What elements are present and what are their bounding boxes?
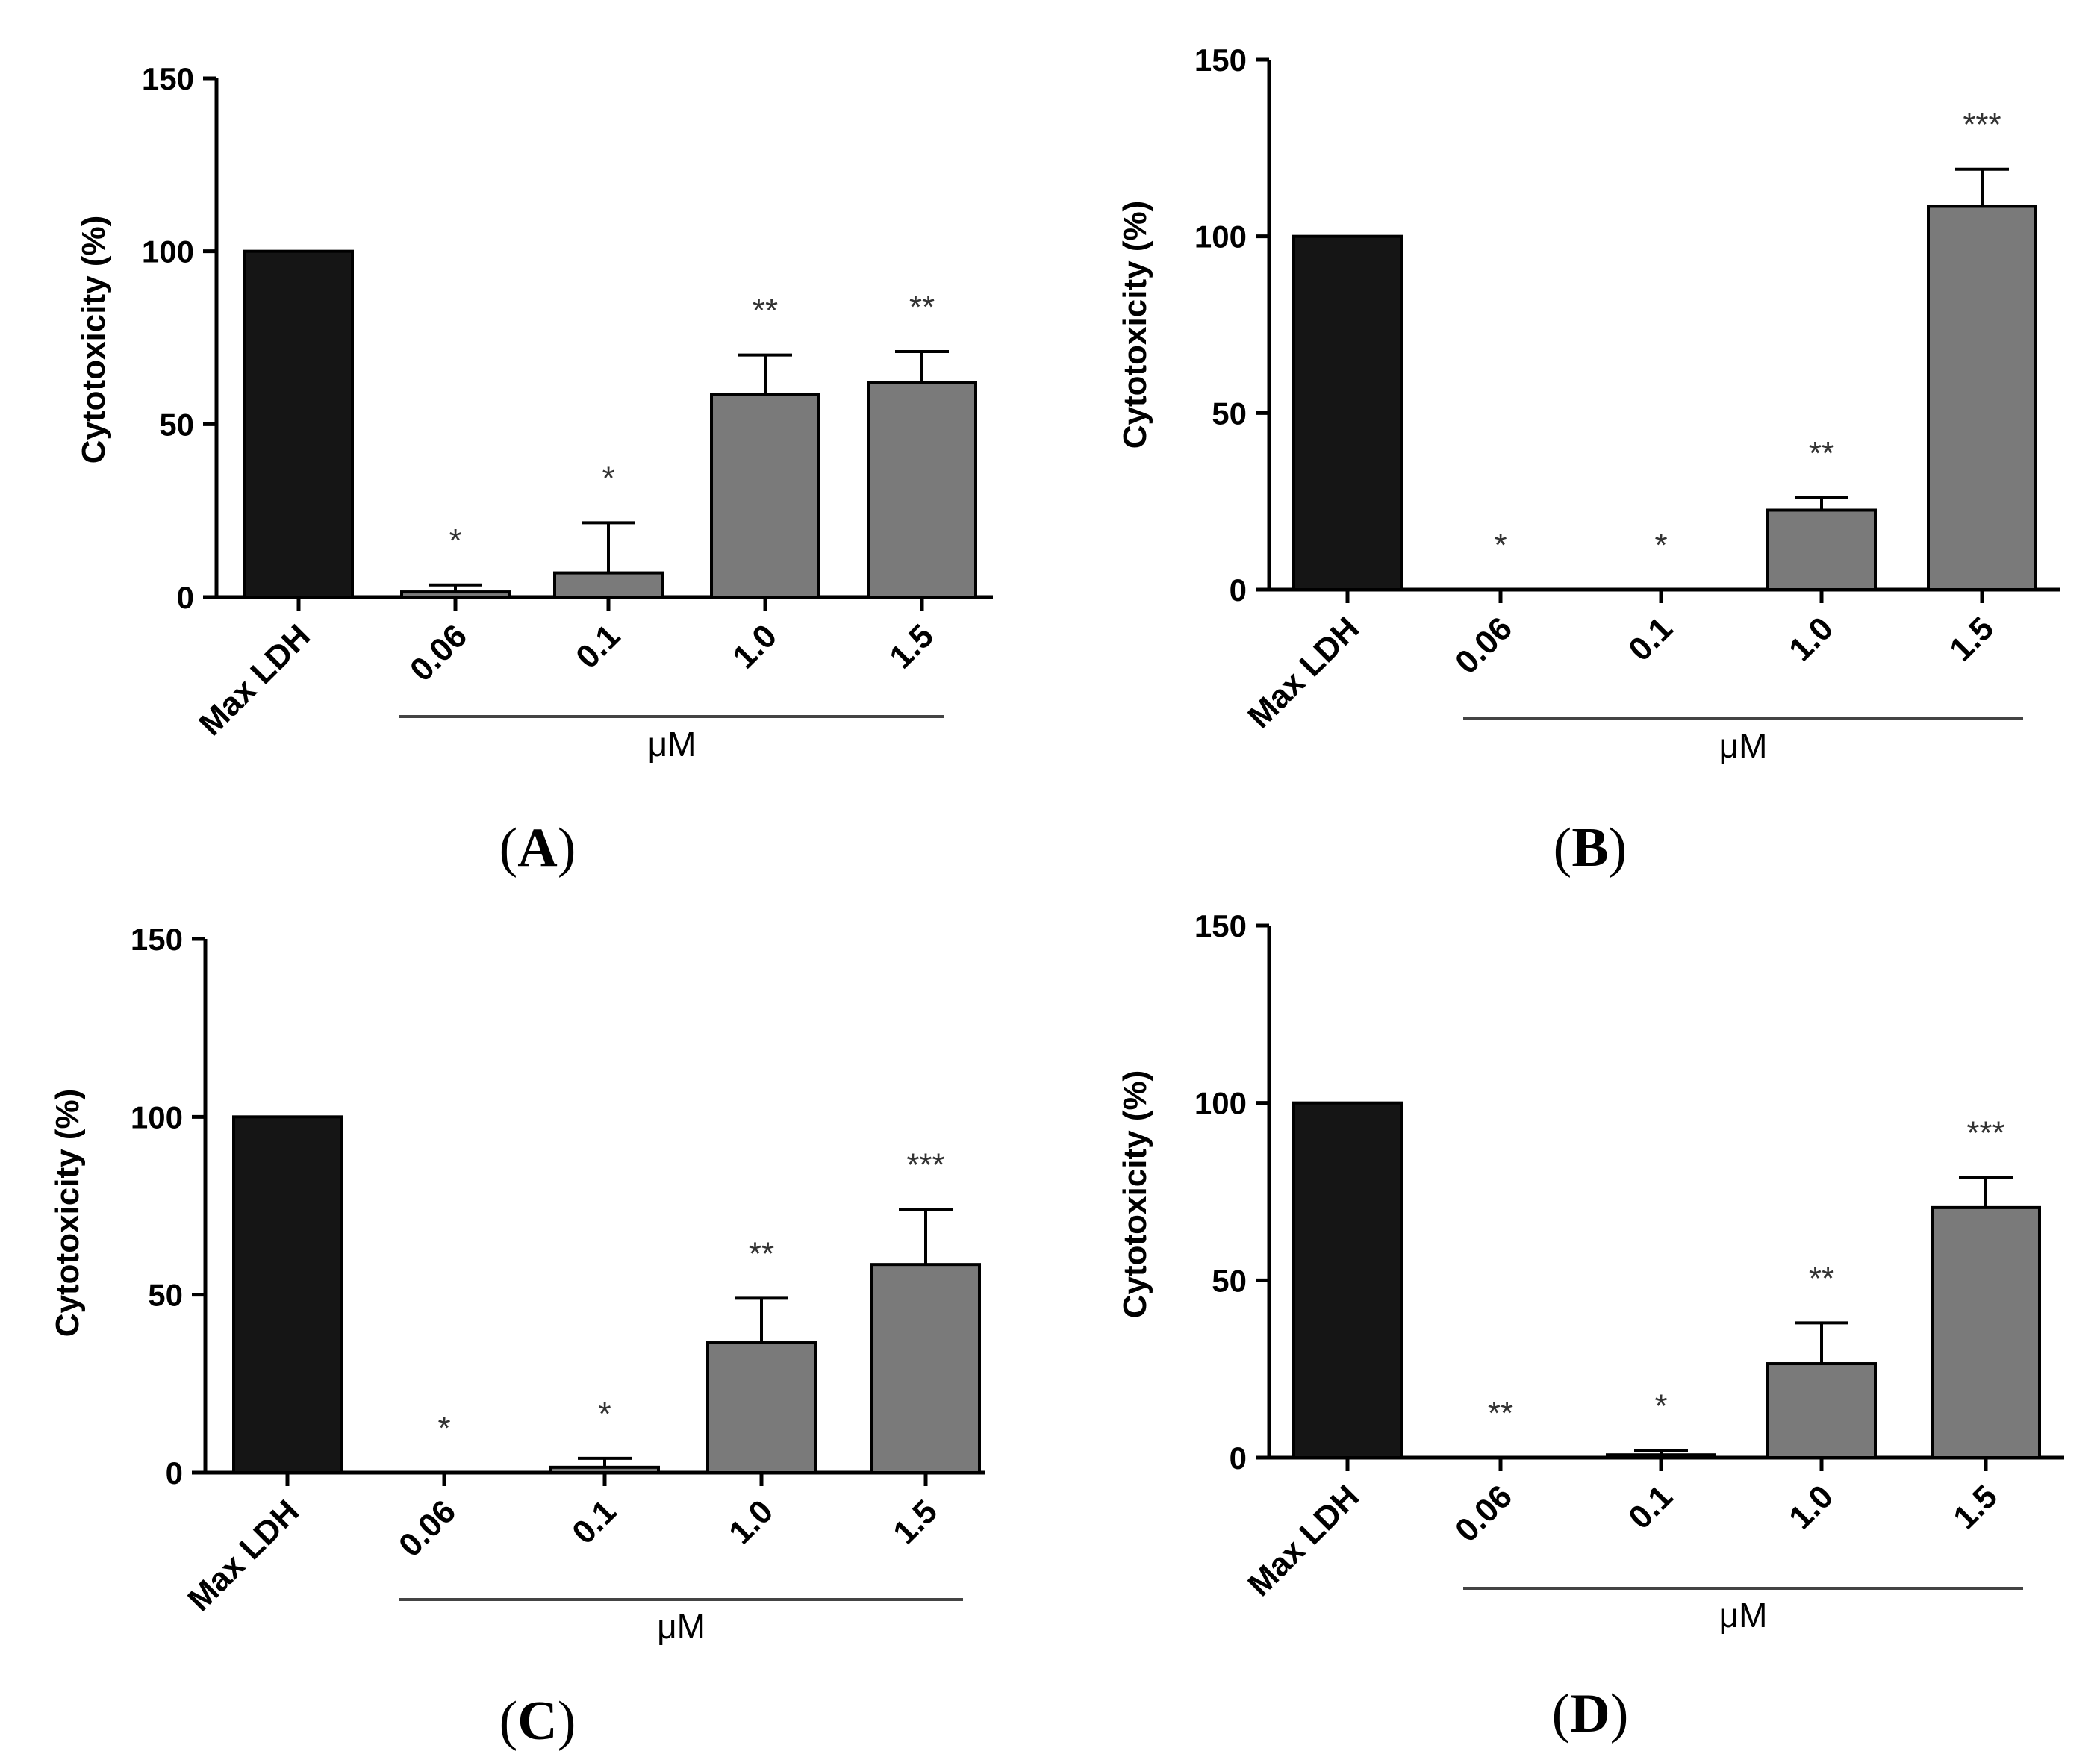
category-label: 1.5	[886, 1493, 944, 1551]
category-label: 1.5	[1946, 1478, 2004, 1536]
category-label: 0.1	[1621, 1478, 1680, 1536]
category-label: 0.06	[392, 1493, 463, 1564]
significance-mark: **	[1809, 1260, 1834, 1296]
bar-dose	[710, 393, 820, 599]
bar-max-ldh	[243, 249, 354, 599]
chart-panel-a: 0 50 100 150 Cytotoxicity (%) Max LDH 0.06 * 0.1…	[75, 61, 993, 878]
panel-label-open-paren: (	[1552, 1683, 1571, 1744]
dose-unit-label: μM	[648, 725, 697, 764]
bar-dose	[706, 1341, 817, 1475]
category-label: 0.06	[403, 617, 474, 688]
y-tick-label: 0	[1230, 572, 1247, 608]
significance-mark: **	[1809, 435, 1834, 472]
significance-mark: ***	[1966, 1114, 2004, 1151]
y-tick-label: 50	[1212, 1263, 1247, 1298]
significance-mark: *	[449, 522, 461, 559]
y-tick-label: 100	[131, 1099, 183, 1135]
category-label: 0.06	[1448, 610, 1519, 681]
bar-dose	[1606, 1453, 1716, 1460]
category-label: 1.0	[1782, 1478, 1840, 1536]
bar-dose	[1766, 508, 1877, 591]
significance-mark: **	[1488, 1395, 1513, 1432]
bar-dose	[549, 1465, 660, 1474]
panel-label-close-paren: )	[1609, 817, 1627, 878]
y-tick-label: 50	[148, 1278, 183, 1313]
chart-panel-d: 0 50 100 150 Cytotoxicity (%) Max LDH 0.06 ** 0.…	[1117, 908, 2064, 1744]
y-tick-label: 150	[1194, 43, 1247, 78]
bar-dose	[870, 1263, 981, 1475]
panel-label: (B)	[1554, 817, 1627, 878]
significance-mark: *	[1494, 527, 1507, 564]
panel-label-close-paren: )	[558, 817, 576, 878]
y-tick-label: 50	[159, 407, 194, 442]
bar-dose	[1931, 1205, 2041, 1459]
bar-max-ldh	[1292, 234, 1403, 591]
category-label: 1.0	[722, 1493, 780, 1551]
category-label: 1.5	[882, 617, 941, 675]
y-tick-label: 100	[1194, 219, 1247, 255]
significance-mark: **	[909, 289, 935, 325]
dose-unit-label: μM	[657, 1607, 705, 1646]
significance-mark: *	[1654, 1388, 1667, 1424]
y-axis-title: Cytotoxicity (%)	[1117, 201, 1153, 449]
category-label: Max LDH	[192, 617, 317, 743]
y-axis-title: Cytotoxicity (%)	[1117, 1070, 1153, 1318]
significance-mark: *	[602, 460, 614, 496]
category-label: 1.0	[726, 617, 784, 675]
panel-label: (C)	[499, 1691, 576, 1752]
y-tick-label: 150	[131, 922, 183, 957]
panel-label-letter: B	[1571, 817, 1608, 878]
y-axis-title: Cytotoxicity (%)	[49, 1089, 86, 1337]
panel-label: (A)	[499, 817, 576, 878]
panel-label: (D)	[1552, 1683, 1629, 1744]
y-tick-label: 0	[166, 1455, 183, 1491]
panel-label-open-paren: (	[499, 817, 518, 878]
panel-label-close-paren: )	[558, 1691, 576, 1752]
y-tick-label: 0	[177, 580, 194, 615]
bar-dose	[1766, 1362, 1877, 1459]
category-label: 0.1	[1621, 610, 1680, 668]
bar-max-ldh	[232, 1115, 343, 1475]
bar-dose	[1927, 205, 2037, 591]
bar-dose	[553, 571, 664, 599]
panel-label-open-paren: (	[1554, 817, 1572, 878]
significance-mark: *	[598, 1396, 611, 1432]
significance-mark: *	[437, 1410, 450, 1447]
significance-mark: *	[1654, 527, 1667, 564]
y-tick-label: 50	[1212, 396, 1247, 431]
panel-label-letter: D	[1570, 1683, 1610, 1744]
category-label: 0.1	[565, 1493, 623, 1551]
y-tick-label: 0	[1230, 1441, 1247, 1476]
dose-unit-label: μM	[1719, 726, 1768, 765]
category-label: Max LDH	[1241, 610, 1366, 735]
y-tick-label: 150	[142, 61, 194, 96]
significance-mark: ***	[1963, 107, 2001, 143]
y-axis-title: Cytotoxicity (%)	[75, 216, 112, 464]
category-label: Max LDH	[1241, 1478, 1366, 1603]
y-tick-label: 100	[142, 234, 194, 269]
panel-label-open-paren: (	[499, 1691, 518, 1752]
category-label: Max LDH	[181, 1493, 306, 1618]
category-label: 1.5	[1942, 610, 2001, 668]
y-tick-label: 150	[1194, 908, 1247, 943]
chart-panel-c: 0 50 100 150 Cytotoxicity (%) Max LDH 0.06 * 0.1…	[49, 922, 985, 1752]
dose-unit-label: μM	[1719, 1596, 1768, 1635]
significance-mark: **	[753, 293, 778, 329]
panel-label-close-paren: )	[1610, 1683, 1629, 1744]
chart-panel-b: 0 50 100 150 Cytotoxicity (%) Max LDH 0.06 * 0.1…	[1117, 43, 2060, 878]
category-label: 0.06	[1448, 1478, 1519, 1549]
significance-mark: **	[749, 1235, 774, 1272]
significance-mark: ***	[906, 1146, 944, 1183]
y-tick-label: 100	[1194, 1086, 1247, 1121]
bar-dose	[400, 590, 511, 599]
panel-label-letter: C	[517, 1691, 557, 1752]
panel-label-letter: A	[517, 817, 557, 878]
bar-max-ldh	[1292, 1101, 1403, 1459]
bar-dose	[867, 381, 977, 599]
category-label: 0.1	[569, 617, 627, 675]
category-label: 1.0	[1782, 610, 1840, 668]
